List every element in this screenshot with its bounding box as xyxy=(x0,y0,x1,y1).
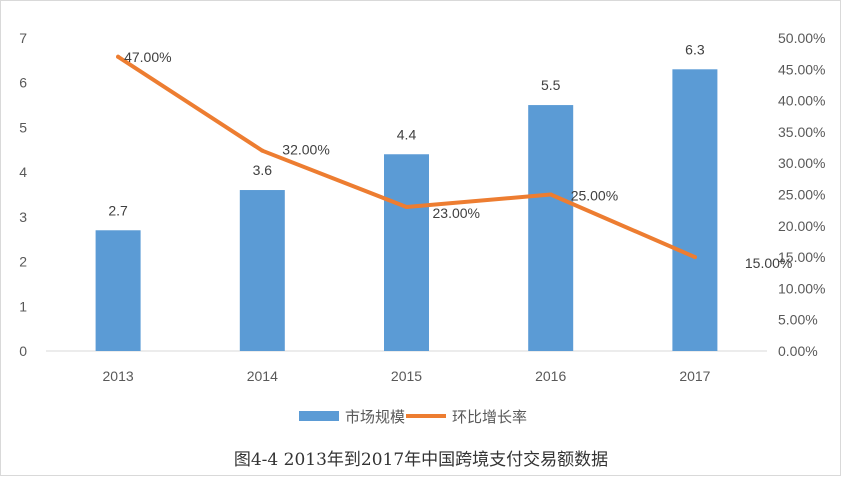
legend-label-growth-rate: 环比增长率 xyxy=(452,409,527,426)
left-axis-ticks: 0 1 2 3 4 5 6 7 xyxy=(19,30,27,359)
bar-data-label: 5.5 xyxy=(541,77,561,93)
right-tick-label: 15.00% xyxy=(778,249,825,265)
bar-data-label: 3.6 xyxy=(253,162,273,178)
right-tick-label: 10.00% xyxy=(778,280,825,296)
right-tick-label: 40.00% xyxy=(778,93,825,109)
left-tick-label: 6 xyxy=(19,75,27,91)
right-tick-label: 35.00% xyxy=(778,124,825,140)
growth-rate-point-2013 xyxy=(116,54,121,59)
chart-caption: 图4-4 2013年到2017年中国跨境支付交易额数据 xyxy=(234,450,608,470)
bar-2013 xyxy=(95,230,141,351)
growth-rate-point-2016 xyxy=(548,192,553,197)
left-tick-label: 5 xyxy=(19,119,27,135)
x-tick-label: 2013 xyxy=(103,368,134,384)
left-tick-label: 3 xyxy=(19,209,27,225)
line-data-label: 23.00% xyxy=(433,205,480,221)
growth-rate-point-2017 xyxy=(692,255,697,260)
growth-rate-point-2015 xyxy=(404,205,409,210)
right-tick-label: 30.00% xyxy=(778,155,825,171)
legend-swatch-market-size xyxy=(299,411,339,421)
bar-data-labels: 2.7 3.6 4.4 5.5 6.3 xyxy=(108,41,704,218)
legend-label-market-size: 市场规模 xyxy=(345,409,405,426)
right-axis-ticks: 0.00% 5.00% 10.00% 15.00% 20.00% 25.00% 30.00%… xyxy=(778,30,825,359)
right-tick-label: 50.00% xyxy=(778,30,825,46)
left-tick-label: 2 xyxy=(19,254,27,270)
x-axis-ticks: 2013 2014 2015 2016 2017 xyxy=(103,368,711,384)
line-data-labels: 47.00% 32.00% 23.00% 25.00% 15.00% xyxy=(124,49,792,271)
right-tick-label: 20.00% xyxy=(778,218,825,234)
left-tick-label: 0 xyxy=(19,343,27,359)
bar-series xyxy=(95,69,718,352)
right-tick-label: 45.00% xyxy=(778,61,825,77)
line-series xyxy=(116,54,697,260)
right-tick-label: 25.00% xyxy=(778,187,825,203)
bar-data-label: 2.7 xyxy=(108,202,128,218)
bar-2017 xyxy=(672,69,718,352)
line-data-label: 47.00% xyxy=(124,49,171,65)
legend: 市场规模 环比增长率 xyxy=(299,409,527,426)
bar-data-label: 6.3 xyxy=(685,41,705,57)
left-tick-label: 7 xyxy=(19,30,27,46)
line-data-label: 25.00% xyxy=(571,188,618,204)
x-tick-label: 2017 xyxy=(679,368,710,384)
x-tick-label: 2016 xyxy=(535,368,566,384)
right-tick-label: 0.00% xyxy=(778,343,818,359)
line-data-label: 15.00% xyxy=(745,255,792,271)
x-tick-label: 2014 xyxy=(247,368,278,384)
left-tick-label: 4 xyxy=(19,164,27,180)
right-tick-label: 5.00% xyxy=(778,312,818,328)
x-tick-label: 2015 xyxy=(391,368,422,384)
line-data-label: 32.00% xyxy=(282,142,329,158)
bar-2016 xyxy=(528,105,574,351)
bar-2014 xyxy=(239,190,285,351)
bar-2015 xyxy=(384,154,429,351)
growth-rate-point-2014 xyxy=(260,148,265,153)
left-tick-label: 1 xyxy=(19,298,27,314)
bar-data-label: 4.4 xyxy=(397,126,417,142)
